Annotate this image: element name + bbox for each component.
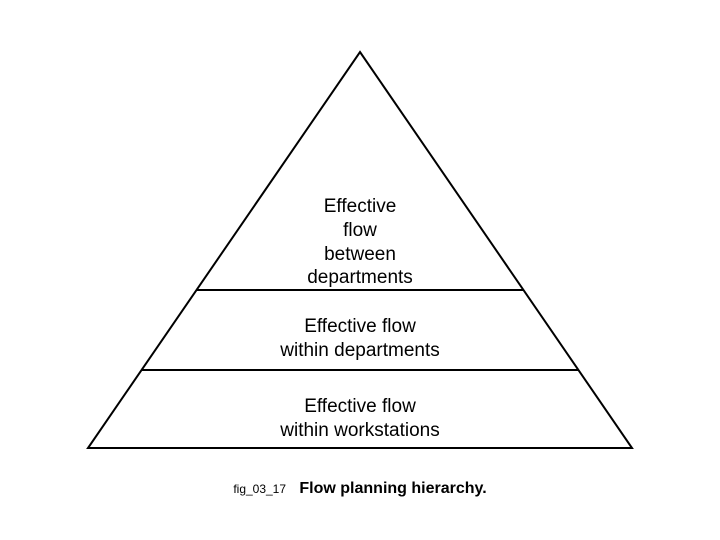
figure-caption: fig_03_17 Flow planning hierarchy.	[160, 480, 560, 498]
tier-top-label: Effective flow between departments	[250, 195, 470, 290]
tier-middle-label: Effective flow within departments	[220, 315, 500, 363]
figure-id: fig_03_17	[233, 482, 286, 496]
tier-bottom-label: Effective flow within workstations	[210, 395, 510, 443]
diagram-canvas: Effective flow between departments Effec…	[0, 0, 720, 540]
figure-title: Flow planning hierarchy.	[299, 480, 486, 497]
